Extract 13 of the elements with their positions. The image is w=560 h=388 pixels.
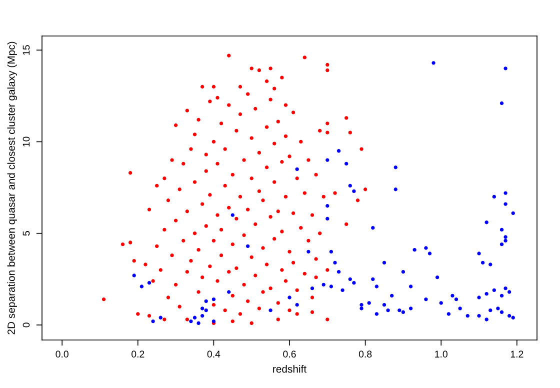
y-tick-label: 5	[22, 231, 30, 236]
x-tick-label: 0.4	[207, 350, 220, 358]
y-tick-label: 15	[22, 45, 30, 55]
x-tick-label: 0.8	[358, 350, 372, 358]
y-tick-label: 10	[22, 136, 30, 146]
y-tick-label: 0	[22, 322, 30, 328]
x-tick-label: 0.0	[56, 350, 68, 358]
x-tick-label: 0.6	[283, 350, 296, 358]
x-axis-title: redshift	[273, 365, 307, 373]
x-tick-label: 1.0	[435, 350, 448, 358]
x-tick-label: 0.2	[132, 350, 144, 358]
x-tick-label: 1.2	[510, 350, 524, 358]
y-axis-title: 2D separation between quasar and closest cluster galaxy (Mpc)	[7, 42, 17, 334]
